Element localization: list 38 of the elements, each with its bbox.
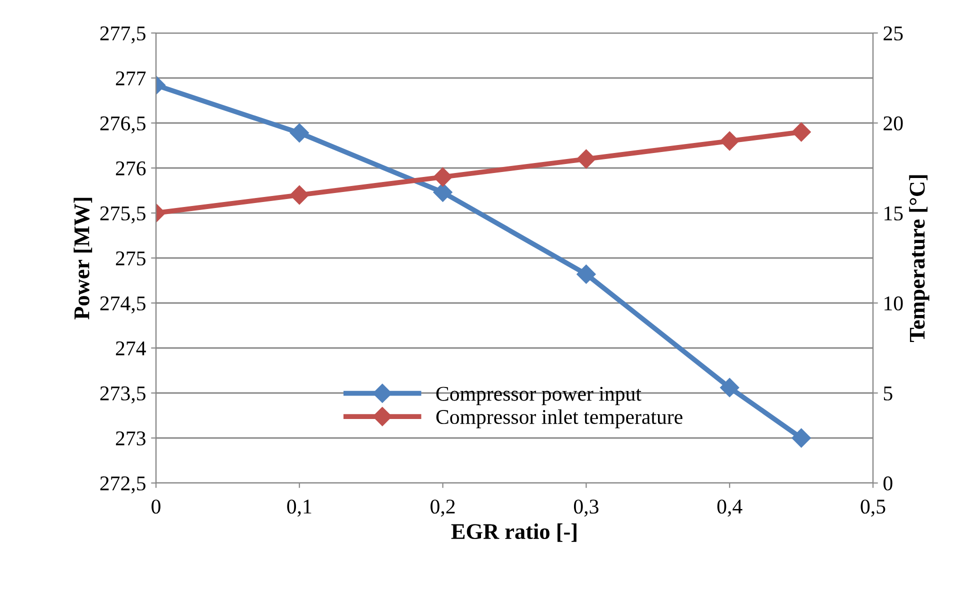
legend-label: Compressor inlet temperature — [436, 409, 682, 428]
y-tick-label: 273,5 — [100, 386, 146, 404]
y-axis-title: Power [MW] — [74, 198, 92, 320]
point — [290, 123, 309, 142]
y-tick-label: 275 — [116, 251, 146, 266]
x-tick-label: 0,4 — [717, 500, 742, 517]
point — [792, 122, 811, 142]
point — [720, 131, 740, 151]
x-axis-title: EGR ratio [-] — [451, 523, 576, 542]
y-tick-label: 274 — [116, 341, 146, 356]
y2-tick-label: 5 — [884, 386, 892, 400]
y-tick-label: 274,5 — [100, 296, 146, 314]
y-tick-label: 277,5 — [100, 26, 146, 44]
y-tick-label: 273 — [116, 431, 146, 446]
x-tick-label: 0 — [152, 500, 160, 514]
y2-tick-label: 15 — [884, 206, 903, 220]
x-tick-label: 0,5 — [860, 500, 886, 517]
point — [792, 428, 811, 448]
y2-axis-title: Temperature [°C] — [909, 175, 930, 342]
legend-label: Compressor power input — [436, 386, 642, 406]
y-tick-label: 275,5 — [100, 206, 146, 224]
x-tick-label: 0,2 — [430, 500, 455, 517]
y2-tick-label: 20 — [884, 116, 903, 130]
y2-tick-label: 25 — [884, 26, 903, 40]
y2-tick-label: 0 — [884, 476, 892, 490]
x-tick-label: 0,1 — [287, 500, 312, 517]
point — [576, 264, 596, 284]
y-tick-label: 276,5 — [100, 116, 146, 134]
point — [576, 149, 596, 169]
y2-tick-label: 10 — [884, 296, 903, 310]
point — [720, 378, 740, 398]
x-tick-label: 0,3 — [574, 500, 598, 517]
y-tick-label: 277 — [116, 71, 146, 86]
y-tick-label: 272,5 — [100, 476, 146, 494]
point — [433, 182, 452, 202]
y-tick-label: 276 — [116, 161, 146, 176]
point — [433, 167, 452, 187]
point — [290, 185, 309, 205]
